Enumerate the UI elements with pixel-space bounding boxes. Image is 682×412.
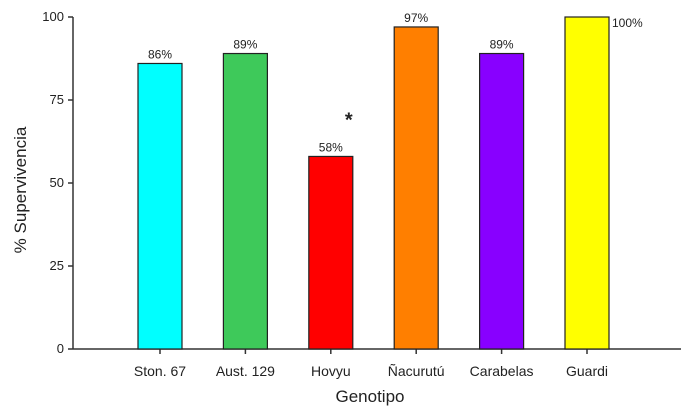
y-axis: 0 25 50 75 100 <box>42 9 74 356</box>
bar <box>222 52 268 350</box>
bar <box>479 52 525 350</box>
y-tick-label: 0 <box>57 341 64 356</box>
y-tick-label: 50 <box>50 175 64 190</box>
x-tick-label: Ston. 67 <box>134 363 186 379</box>
bar <box>393 26 439 350</box>
x-tick-label: Aust. 129 <box>216 363 275 379</box>
significance-asterisk: * <box>345 109 353 131</box>
data-label: 97% <box>404 11 428 25</box>
bars <box>137 16 610 350</box>
bar <box>308 155 354 350</box>
data-label: 100% <box>612 16 643 30</box>
data-labels: 86% 89% 58%* 97% 89% 100% <box>148 11 643 154</box>
x-tick-label: Carabelas <box>470 363 534 379</box>
x-axis-title: Genotipo <box>336 387 405 406</box>
y-axis-title: % Supervivencia <box>11 126 30 253</box>
data-label: 89% <box>233 38 257 52</box>
bar <box>137 62 183 350</box>
data-label: 89% <box>490 38 514 52</box>
bar <box>564 16 610 350</box>
data-label: 58% <box>319 140 343 154</box>
y-tick-label: 100 <box>42 9 64 24</box>
x-tick-label: Ñacurutú <box>388 363 445 379</box>
x-tick-label: Guardi <box>566 363 608 379</box>
x-axis: Ston. 67 Aust. 129 Hovyu Ñacurutú Carabelas G… <box>73 348 681 379</box>
y-tick-label: 75 <box>50 92 64 107</box>
data-label: 86% <box>148 47 172 61</box>
y-tick-label: 25 <box>50 258 64 273</box>
x-tick-label: Hovyu <box>311 363 351 379</box>
